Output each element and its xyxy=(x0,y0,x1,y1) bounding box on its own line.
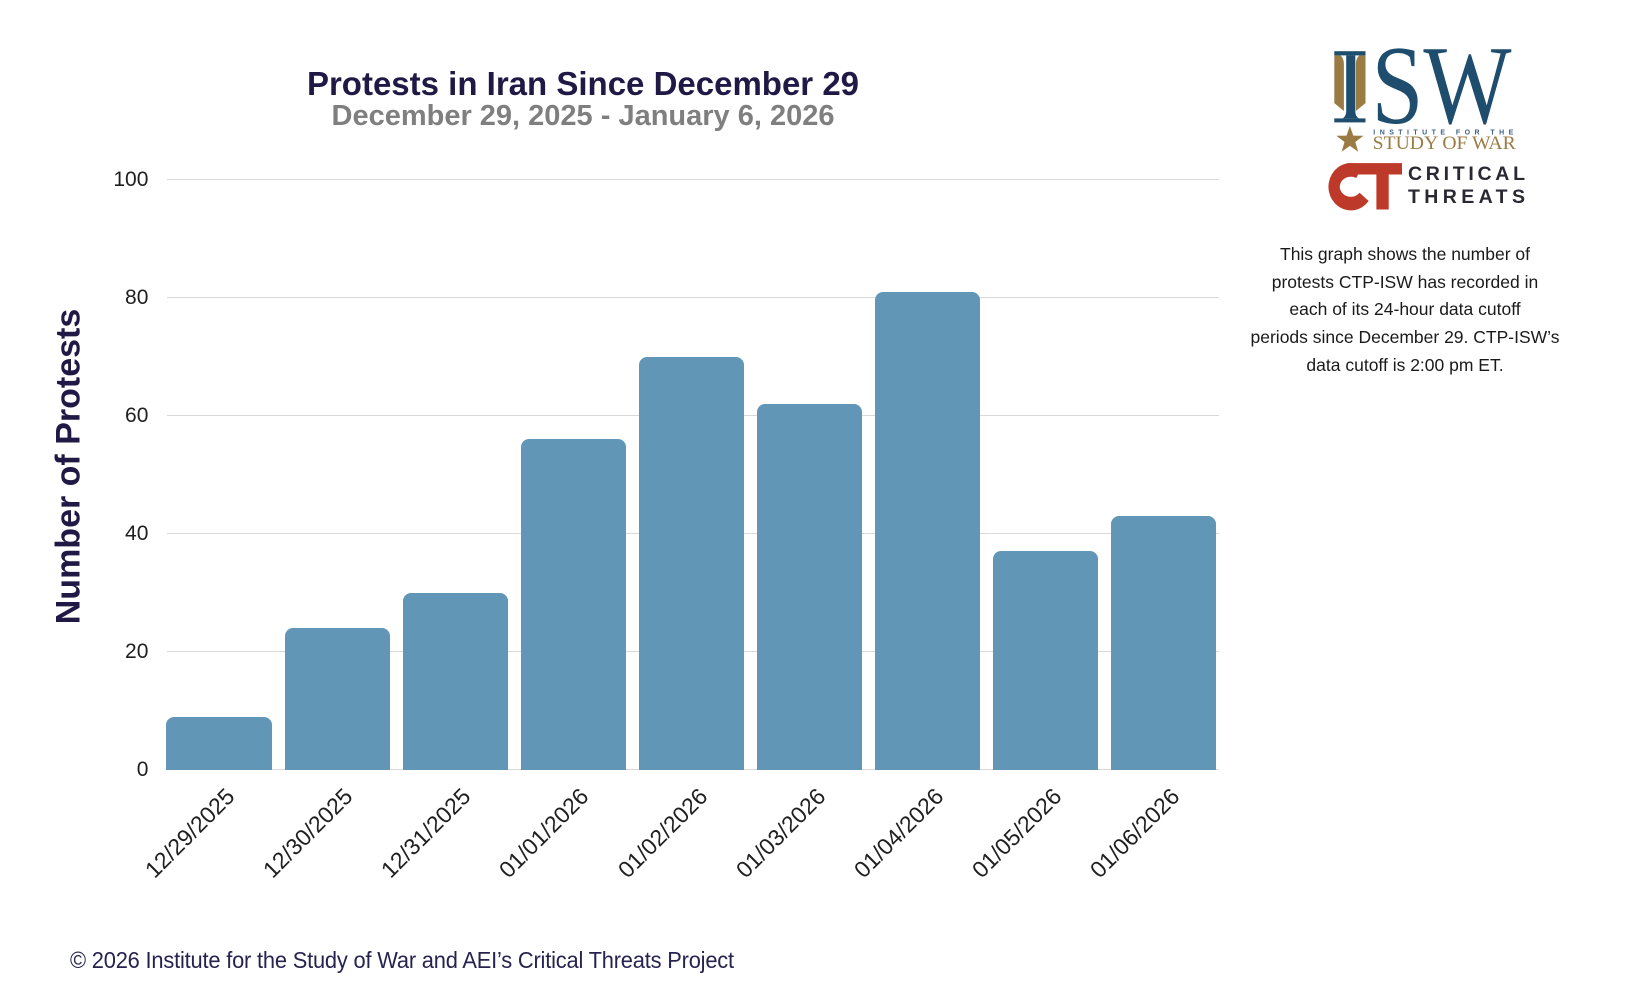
svg-text:STUDY OF WAR: STUDY OF WAR xyxy=(1373,133,1516,154)
svg-text:INSTITUTE FOR THE: INSTITUTE FOR THE xyxy=(1373,130,1513,137)
svg-text:CRITICAL: CRITICAL xyxy=(1408,163,1525,185)
svg-text:THREATS: THREATS xyxy=(1408,186,1525,208)
svg-text:SW: SW xyxy=(1372,40,1512,148)
